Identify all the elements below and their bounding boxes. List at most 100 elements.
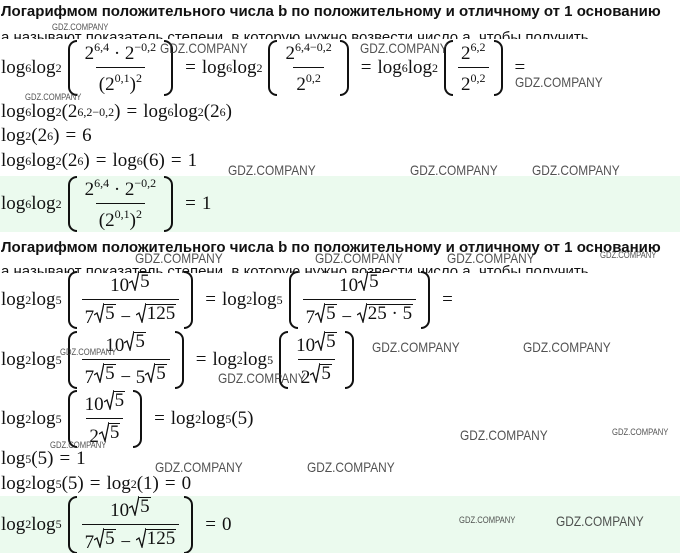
equals-sign: = [195,349,207,370]
math-text: 7 [84,367,95,388]
subscript: 6 [25,104,32,119]
watermark: GDZ.COMPANY [600,250,657,260]
subscript: 6 [25,153,32,168]
left-paren [288,271,298,329]
watermark: GDZ.COMPANY [315,250,403,266]
numerator: 10 5 [102,331,149,359]
math-text: (5) [31,448,54,469]
heading: Логарифмом положительного числа b по пол… [0,0,680,22]
watermark: GDZ.COMPANY [459,515,516,525]
math-text: (5) [61,473,84,494]
numerator: 10 5 [293,331,340,359]
math-text: log [31,57,56,78]
left-paren [67,40,77,96]
superscript: −0,2 [134,40,157,54]
math-text: log [31,101,56,122]
math-text: · 2 [109,43,135,64]
subscript: 6 [167,104,174,119]
right-paren [164,176,174,232]
math-text: log [31,289,56,310]
numerator: 26,4 · 2−0,2 [82,176,160,203]
equals-sign: = [59,448,71,469]
equals-sign: = [205,513,216,535]
subscript: 6 [226,60,233,75]
math-text: log [1,448,26,469]
numerator: 26,4 · 2−0,2 [82,40,160,67]
math-text: 2 [300,367,311,388]
fraction: 10 5 2 5 [293,331,340,389]
subscript: 2 [130,476,137,491]
subscript: 2 [236,352,243,367]
denominator: (20,1)2 [95,203,145,232]
subscript: 6 [136,153,143,168]
math-text: (2 [61,101,78,122]
answer-line: log 6 log 2 26,4 · 2−0,2 (20,1)2 = 1 [0,176,680,232]
math-text: log [31,408,56,429]
right-paren [184,495,194,553]
math-text: (2 [98,210,115,231]
radicand: 5 [104,527,116,549]
radicand: 5 [155,363,167,384]
math-text: log [31,513,56,535]
math-text: 2 [84,179,95,200]
square-root: 5 [145,363,167,383]
watermark: GDZ.COMPANY [52,22,109,32]
radicand: 5 [113,390,126,411]
clipped-text: a называют показатель степени, в которую… [1,264,589,273]
math-text: − [336,307,357,328]
heading: Логарифмом положительного числа b по пол… [0,236,680,258]
math-text: 7 [84,531,95,553]
big-parentheses: 10 5 2 5 [277,331,356,389]
left-paren [67,390,77,448]
subscript: 5 [55,352,62,367]
equals-sign: = [95,150,107,171]
square-root: 5 [310,363,332,383]
watermark: GDZ.COMPANY [372,339,460,355]
radical-sign [358,271,369,291]
square-root: 5 [94,527,116,549]
radicand: 5 [325,303,337,324]
math-text: log [170,408,196,429]
watermark: GDZ.COMPANY [360,40,448,56]
square-root: 125 [135,303,177,323]
math-text: 10 [105,335,125,356]
math-text: log [1,193,26,214]
math-text: − 5 [115,367,146,388]
watermark: GDZ.COMPANY [228,162,316,178]
denominator: 20,2 [458,67,489,96]
math-text: 2 [285,43,295,64]
denominator: (20,1)2 [95,67,145,96]
subscript: 2 [25,476,32,491]
superscript: 6,2−0,2 [77,104,115,119]
square-root: 5 [129,495,151,516]
formula-line: log 2 log 5 (5) = log 2 (1) = 0 [0,472,680,496]
math-text: log [1,408,26,429]
math-text: 2 [89,426,99,447]
radical-sign [94,527,105,548]
math-text: log [112,150,137,171]
big-parentheses: 10 5 7 5 − 25 · 5 [287,271,433,329]
formula-line: log 5 (5) = 1 [0,448,680,470]
left-paren [444,40,454,96]
radical-sign [103,390,114,410]
watermark: GDZ.COMPANY [460,427,548,443]
math-text: (1) [136,473,159,494]
math-text: log [212,349,237,370]
fraction: 26,4−0,2 20,2 [282,40,334,96]
clipped-line: a называют показатель степени, в которую… [0,264,680,273]
math-text: log [1,125,26,146]
radical-sign [315,303,326,323]
math-text: log [407,57,433,78]
radicand: 5 [108,422,121,443]
formula-line: log 6 log 2 (2 6) = log 6 (6) = 1 [0,148,680,174]
numerator: 10 5 [107,495,154,524]
radical-sign [124,331,135,351]
watermark: GDZ.COMPANY [523,339,611,355]
superscript: 0,1 [114,71,130,85]
radicand: 25 · 5 [366,303,414,324]
subscript: 5 [25,451,32,466]
math-text: 2 [84,43,95,64]
